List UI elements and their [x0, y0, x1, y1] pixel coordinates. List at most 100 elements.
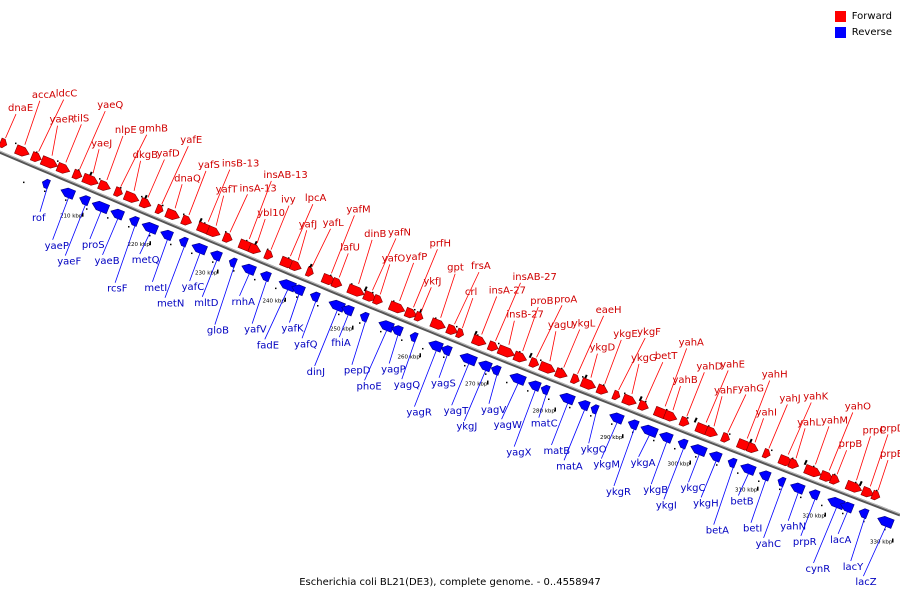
gene-yaeJ[interactable]: [81, 172, 100, 187]
gene-mltD[interactable]: [209, 249, 223, 262]
gene-arrow[interactable]: [164, 207, 181, 222]
gene-arrow[interactable]: [486, 340, 500, 353]
gene-yahO[interactable]: [819, 470, 834, 483]
gene-arrow[interactable]: [180, 214, 194, 227]
gene-arrow[interactable]: [455, 327, 465, 339]
gene-yahN[interactable]: [789, 481, 806, 495]
gene-yaeF[interactable]: [78, 194, 91, 207]
gene-betB[interactable]: [739, 462, 757, 476]
gene-arrow[interactable]: [55, 162, 71, 175]
gene-yafL[interactable]: [304, 266, 315, 278]
gene-rnhA[interactable]: [240, 262, 257, 276]
gene-ykgF[interactable]: [611, 389, 622, 401]
gene-arrow[interactable]: [228, 257, 238, 268]
gene-tilS[interactable]: [55, 162, 71, 175]
gene-ivy[interactable]: [263, 249, 275, 261]
gene-arrow[interactable]: [372, 294, 384, 306]
gene-prpE[interactable]: [870, 489, 882, 501]
gene-arrow[interactable]: [595, 383, 610, 396]
gene-arrow[interactable]: [611, 389, 622, 401]
gene-arrow[interactable]: [403, 306, 418, 320]
gene-prpR[interactable]: [807, 488, 821, 501]
gene-arrow[interactable]: [627, 418, 640, 431]
gene-arrow[interactable]: [78, 194, 91, 207]
gene-prpC[interactable]: [844, 479, 863, 494]
gene-arrow[interactable]: [14, 144, 30, 159]
gene-yafN[interactable]: [362, 290, 378, 303]
gene-proS[interactable]: [91, 199, 111, 215]
gene-yaeQ[interactable]: [71, 168, 84, 181]
gene-arrow[interactable]: [508, 371, 527, 386]
gene-prfH[interactable]: [403, 306, 418, 320]
gene-proB[interactable]: [512, 350, 528, 364]
gene-arrow[interactable]: [538, 360, 557, 375]
gene-ykgI[interactable]: [676, 437, 689, 450]
gene-yaeR[interactable]: [39, 155, 59, 171]
gene-insB-27[interactable]: [496, 344, 516, 360]
gene-arrow[interactable]: [247, 242, 262, 256]
gene-betI[interactable]: [758, 469, 772, 482]
gene-arrow[interactable]: [390, 324, 404, 337]
gene-arrow[interactable]: [539, 384, 551, 396]
gene-arrow[interactable]: [844, 479, 863, 494]
gene-gloB[interactable]: [228, 257, 238, 268]
gene-arrow[interactable]: [128, 215, 140, 227]
gene-metI[interactable]: [159, 228, 174, 242]
gene-arrow[interactable]: [122, 190, 140, 205]
gene-arrow[interactable]: [621, 393, 638, 408]
gene-ykgG[interactable]: [621, 393, 638, 408]
gene-rof[interactable]: [41, 178, 51, 190]
gene-arrow[interactable]: [553, 367, 568, 381]
gene-arrow[interactable]: [787, 457, 801, 470]
gene-arrow[interactable]: [860, 485, 875, 499]
gene-matC[interactable]: [539, 384, 551, 396]
gene-arrow[interactable]: [190, 241, 208, 256]
gene-yagR[interactable]: [427, 339, 444, 353]
gene-arrow[interactable]: [91, 199, 111, 215]
gene-yahF[interactable]: [704, 425, 719, 439]
gene-yahL[interactable]: [787, 457, 801, 470]
gene-ybl10[interactable]: [247, 242, 262, 256]
gene-gmhB[interactable]: [112, 186, 124, 198]
gene-arrow[interactable]: [704, 425, 719, 439]
gene-phoE[interactable]: [377, 318, 395, 333]
gene-arrow[interactable]: [29, 151, 43, 164]
gene-arrow[interactable]: [828, 473, 841, 486]
gene-insA-13[interactable]: [221, 231, 234, 244]
gene-dinB[interactable]: [346, 283, 366, 299]
gene-ykgC[interactable]: [689, 442, 708, 457]
gene-ldcC[interactable]: [29, 151, 43, 164]
gene-arrow[interactable]: [720, 432, 732, 443]
gene-ykgO[interactable]: [589, 403, 600, 415]
gene-arrow[interactable]: [429, 317, 447, 332]
gene-arrow[interactable]: [109, 207, 125, 221]
gene-arrow[interactable]: [558, 391, 576, 406]
gene-arrow[interactable]: [496, 344, 516, 360]
gene-gpt[interactable]: [429, 317, 447, 332]
gene-arrow[interactable]: [445, 323, 460, 336]
gene-yafC[interactable]: [190, 241, 208, 256]
gene-arrow[interactable]: [579, 377, 597, 392]
gene-arrow[interactable]: [527, 379, 542, 392]
gene-arrow[interactable]: [346, 283, 366, 299]
gene-arrow[interactable]: [138, 197, 153, 209]
gene-dnaQ[interactable]: [164, 207, 181, 222]
gene-lacZ[interactable]: [876, 514, 895, 529]
gene-frsA[interactable]: [445, 323, 460, 336]
gene-arrow[interactable]: [876, 514, 895, 529]
gene-ykgM[interactable]: [608, 411, 625, 425]
gene-arrow[interactable]: [97, 179, 112, 193]
gene-yaeP[interactable]: [59, 186, 77, 200]
gene-ykgE[interactable]: [595, 383, 610, 396]
gene-yafO[interactable]: [372, 294, 384, 306]
gene-betA[interactable]: [726, 457, 738, 469]
gene-accA[interactable]: [14, 144, 30, 159]
gene-arrow[interactable]: [427, 339, 444, 353]
gene-arrow[interactable]: [577, 398, 591, 412]
gene-arrow[interactable]: [309, 290, 321, 303]
gene-yahG[interactable]: [720, 432, 732, 443]
gene-ykgA[interactable]: [639, 423, 659, 438]
gene-arrow[interactable]: [327, 298, 346, 313]
gene-arrow[interactable]: [589, 403, 600, 415]
gene-yaeB[interactable]: [109, 207, 125, 221]
